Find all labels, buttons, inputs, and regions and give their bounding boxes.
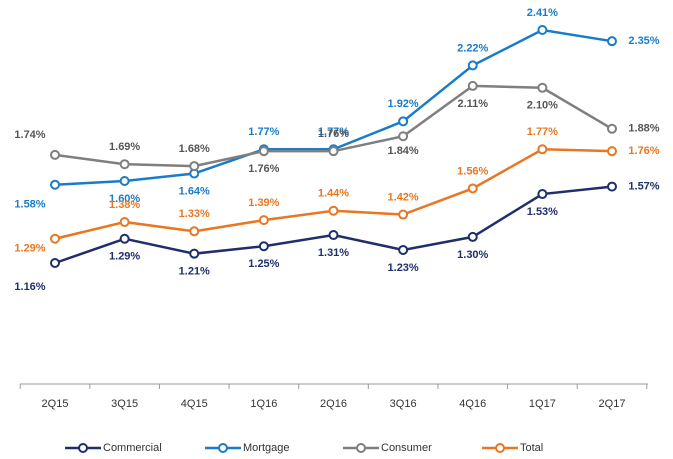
data-label: 1.74%: [14, 129, 45, 141]
data-label: 1.64%: [179, 185, 210, 197]
data-label: 1.60%: [109, 193, 140, 205]
legend-marker: [218, 443, 228, 453]
data-point: [50, 149, 60, 160]
x-tick-label: 1Q17: [529, 398, 556, 410]
data-label: 1.57%: [628, 180, 659, 192]
legend-label: Commercial: [103, 442, 162, 454]
data-point: [258, 146, 269, 157]
data-label: 1.29%: [14, 243, 45, 255]
data-point: [119, 175, 130, 186]
data-label: 1.42%: [388, 191, 419, 203]
data-label: 1.77%: [527, 126, 558, 138]
data-point: [50, 258, 60, 268]
data-label: 1.92%: [388, 98, 419, 110]
data-label: 1.29%: [109, 251, 140, 263]
data-point: [328, 205, 339, 216]
legend-label: Total: [520, 442, 543, 454]
data-point: [398, 244, 409, 255]
data-label: 1.39%: [248, 197, 279, 209]
data-point: [398, 116, 409, 127]
data-label: 2.22%: [457, 42, 488, 54]
data-label: 1.23%: [388, 262, 419, 274]
data-point: [328, 230, 339, 241]
data-label: 2.35%: [628, 35, 659, 47]
data-label: 1.31%: [318, 247, 349, 259]
data-label: 1.68%: [179, 143, 210, 155]
data-point: [50, 233, 60, 244]
legend-label: Consumer: [381, 442, 432, 454]
data-label: 2.11%: [457, 98, 488, 110]
x-tick-label: 1Q16: [250, 398, 277, 410]
legend-label: Mortgage: [243, 442, 289, 454]
data-point: [398, 209, 409, 220]
data-point: [258, 215, 269, 226]
x-tick-label: 4Q16: [459, 398, 486, 410]
data-point: [398, 131, 409, 142]
data-point: [537, 82, 548, 93]
data-point: [607, 181, 617, 192]
data-label: 1.88%: [628, 123, 659, 135]
data-point: [119, 233, 130, 244]
x-tick-label: 2Q15: [42, 398, 69, 410]
data-label: 1.25%: [248, 258, 279, 270]
data-point: [467, 231, 478, 242]
data-label: 1.21%: [179, 266, 210, 278]
data-label: 1.77%: [248, 126, 279, 138]
data-point: [467, 183, 478, 194]
data-point: [189, 226, 200, 237]
data-label: 1.69%: [109, 141, 140, 153]
data-label: 1.38%: [109, 199, 140, 211]
data-label: 1.76%: [628, 145, 659, 157]
data-point: [328, 146, 339, 157]
data-point: [258, 241, 269, 252]
data-point: [537, 189, 548, 200]
legend-marker: [495, 443, 505, 453]
data-label: 1.58%: [14, 199, 45, 211]
data-point: [119, 216, 130, 227]
data-point: [189, 248, 200, 259]
data-point: [189, 161, 200, 172]
x-tick-label: 2Q16: [320, 398, 347, 410]
legend-marker: [78, 443, 88, 453]
x-tick-label: 2Q17: [599, 398, 626, 410]
data-point: [537, 144, 548, 155]
x-tick-label: 3Q15: [111, 398, 138, 410]
data-label: 1.77%: [318, 126, 349, 138]
data-label: 1.16%: [14, 281, 45, 293]
data-label: 2.10%: [527, 100, 558, 112]
data-point: [537, 25, 548, 35]
data-label: 1.53%: [527, 206, 558, 218]
data-label: 1.44%: [318, 188, 349, 200]
data-point: [467, 80, 478, 91]
data-label: 2.41%: [527, 7, 558, 19]
data-point: [607, 36, 617, 47]
data-label: 1.30%: [457, 249, 488, 261]
x-tick-label: 4Q15: [181, 398, 208, 410]
data-point: [119, 159, 130, 170]
data-point: [467, 60, 478, 71]
data-label: 1.33%: [179, 208, 210, 220]
data-point: [607, 123, 617, 134]
data-point: [50, 179, 60, 190]
data-label: 1.76%: [318, 128, 349, 140]
data-label: 1.84%: [388, 145, 419, 157]
data-label: 1.76%: [248, 163, 279, 175]
data-point: [607, 146, 617, 157]
legend-marker: [356, 443, 366, 453]
data-label: 1.56%: [457, 165, 488, 177]
x-tick-label: 3Q16: [390, 398, 417, 410]
